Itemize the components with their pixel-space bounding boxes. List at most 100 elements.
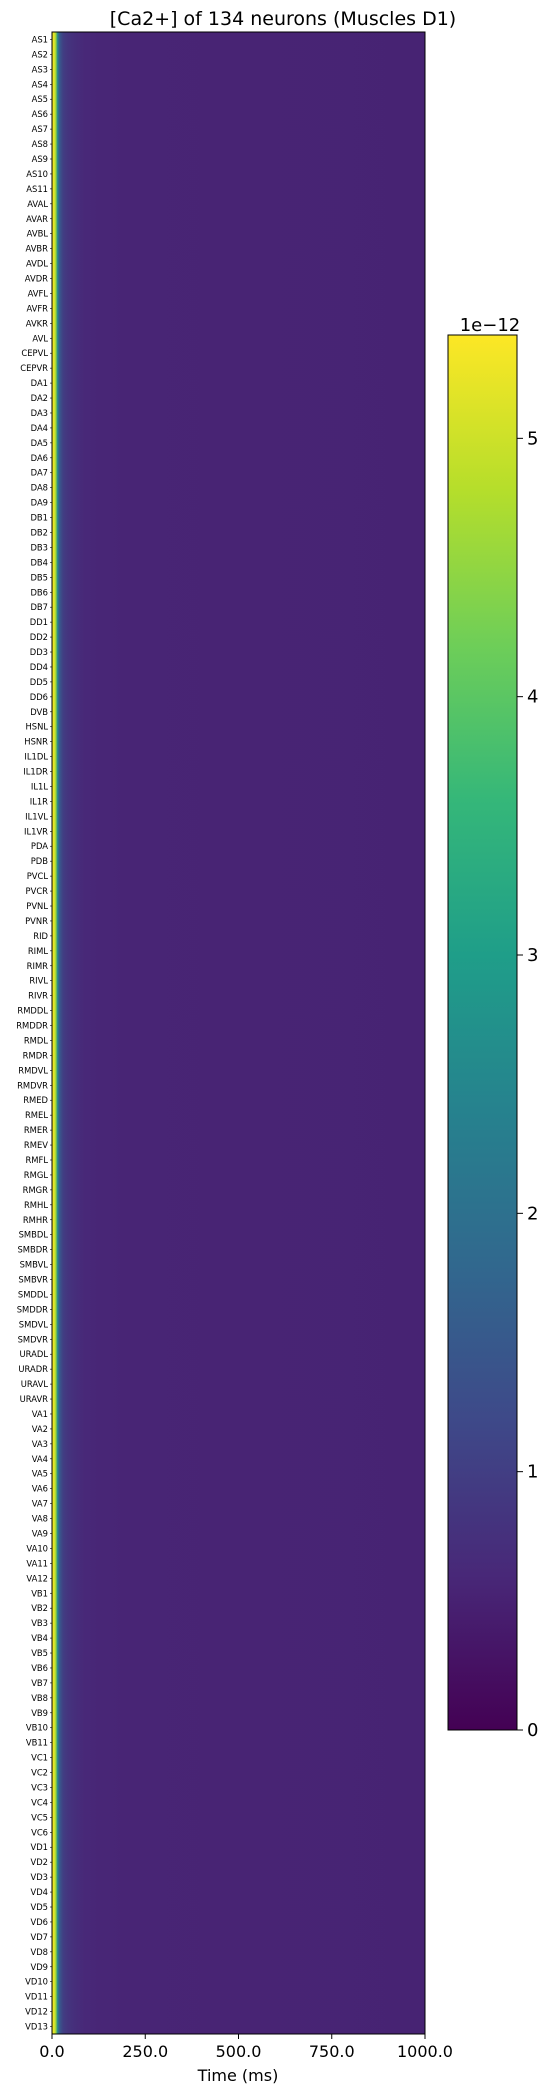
colorbar-frame — [447, 334, 518, 1731]
neuron-label: DVB — [30, 707, 48, 717]
colorbar-scale-label: 1e−12 — [460, 315, 521, 336]
neuron-label: AS10 — [26, 169, 48, 179]
neuron-label: RMEL — [25, 1110, 48, 1120]
neuron-label: AS4 — [32, 79, 48, 89]
neuron-label: RMFL — [25, 1155, 48, 1165]
neuron-label: RMGR — [23, 1185, 49, 1195]
heatmap-area — [52, 32, 425, 2034]
x-axis-label: Time (ms) — [197, 2066, 279, 2085]
x-tick-label: 500.0 — [216, 2042, 262, 2061]
neuron-label: AS5 — [32, 94, 48, 104]
neuron-label: VB4 — [31, 1633, 48, 1643]
neuron-label: DD6 — [30, 692, 48, 702]
neuron-label: DD1 — [30, 617, 48, 627]
x-tick-label: 1000.0 — [397, 2042, 453, 2061]
x-tick-label: 0.0 — [39, 2042, 64, 2061]
neuron-label: DD4 — [30, 662, 48, 672]
neuron-label: DA6 — [31, 453, 48, 463]
neuron-label: AVDR — [25, 274, 48, 284]
neuron-label: CEPVL — [21, 348, 48, 358]
neuron-label: SMBDL — [19, 1230, 49, 1240]
neuron-label: VB8 — [31, 1693, 48, 1703]
neuron-label: VD6 — [30, 1917, 48, 1927]
neuron-label: DA4 — [31, 423, 48, 433]
neuron-label: AS2 — [32, 49, 48, 59]
neuron-label: PVCR — [26, 886, 49, 896]
neuron-label: RIVL — [29, 976, 48, 986]
colorbar-tick-label: 3 — [527, 945, 538, 966]
neuron-label: RMHR — [23, 1215, 48, 1225]
neuron-label: VA2 — [32, 1424, 48, 1434]
neuron-label: AVFR — [26, 303, 48, 313]
neuron-label: DA2 — [31, 393, 48, 403]
neuron-label: DD5 — [30, 677, 48, 687]
neuron-label: VA4 — [32, 1454, 48, 1464]
neuron-label: AVFL — [28, 288, 49, 298]
neuron-label: VD10 — [25, 1977, 48, 1987]
neuron-label: DD3 — [30, 647, 48, 657]
neuron-label: HSNL — [25, 722, 48, 732]
neuron-label: VC4 — [31, 1797, 48, 1807]
neuron-label: SMBDR — [17, 1245, 48, 1255]
neuron-label: PVCL — [27, 871, 49, 881]
neuron-label: PVNL — [26, 901, 48, 911]
neuron-label: VB9 — [31, 1708, 48, 1718]
neuron-label: RIVR — [28, 991, 48, 1001]
neuron-label: VB3 — [31, 1618, 48, 1628]
neuron-label: PVNR — [25, 916, 48, 926]
neuron-labels: AS1 AS2 AS3 AS4 AS5 AS6 AS7 AS8 AS9 AS10 AS11 AVAL A… — [16, 34, 52, 2032]
neuron-label: AVL — [32, 333, 48, 343]
neuron-label: AVKR — [26, 318, 48, 328]
neuron-label: DA3 — [31, 408, 48, 418]
neuron-label: PDB — [31, 856, 48, 866]
neuron-label: VD3 — [30, 1872, 48, 1882]
neuron-label: AS11 — [26, 184, 48, 194]
neuron-label: DA1 — [31, 378, 48, 388]
neuron-label: VB5 — [31, 1648, 48, 1658]
neuron-label: RMDVR — [17, 1080, 48, 1090]
colorbar — [448, 335, 517, 1730]
colorbar-tick-label: 5 — [527, 428, 538, 449]
neuron-label: RIMR — [27, 961, 49, 971]
neuron-label: VD12 — [25, 2007, 48, 2017]
neuron-label: SMDDL — [18, 1289, 48, 1299]
neuron-label: DB2 — [30, 528, 48, 538]
neuron-label: VD9 — [30, 1962, 48, 1972]
neuron-label: VB11 — [26, 1738, 48, 1748]
neuron-label: RMDVL — [18, 1065, 48, 1075]
x-tick-label: 750.0 — [309, 2042, 355, 2061]
neuron-label: VB10 — [26, 1723, 48, 1733]
neuron-label: VD4 — [30, 1887, 48, 1897]
neuron-label: VA7 — [32, 1499, 48, 1509]
neuron-label: VD1 — [30, 1842, 48, 1852]
neuron-label: RMDDR — [16, 1021, 48, 1031]
colorbar-ticks: 0 1 2 3 4 5 — [517, 428, 538, 1741]
colorbar-tick-label: 0 — [527, 1720, 538, 1741]
neuron-label: AVBR — [26, 244, 49, 254]
neuron-label: IL1L — [31, 781, 48, 791]
colorbar-tick-label: 1 — [527, 1462, 538, 1483]
neuron-label: PDA — [31, 841, 48, 851]
neuron-label: VA11 — [26, 1558, 48, 1568]
neuron-label: VC3 — [31, 1782, 48, 1792]
neuron-label: AVAR — [26, 214, 48, 224]
neuron-label: VD7 — [30, 1932, 48, 1942]
neuron-label: AVAL — [27, 199, 48, 209]
neuron-label: DD2 — [30, 632, 48, 642]
neuron-label: VA6 — [32, 1484, 48, 1494]
neuron-label: VB7 — [31, 1678, 48, 1688]
neuron-label: RMDR — [23, 1050, 48, 1060]
neuron-label: DB1 — [30, 513, 48, 523]
neuron-label: VC1 — [31, 1753, 48, 1763]
neuron-label: RID — [33, 931, 48, 941]
neuron-label: AVDL — [26, 259, 48, 269]
neuron-label: DA5 — [31, 438, 48, 448]
neuron-label: VC2 — [31, 1768, 48, 1778]
neuron-label: DB7 — [30, 602, 48, 612]
neuron-label: VA5 — [32, 1469, 48, 1479]
neuron-label: VA9 — [32, 1529, 48, 1539]
neuron-label: VA1 — [32, 1409, 48, 1419]
neuron-label: DB4 — [30, 557, 48, 567]
neuron-label: VC5 — [31, 1812, 48, 1822]
